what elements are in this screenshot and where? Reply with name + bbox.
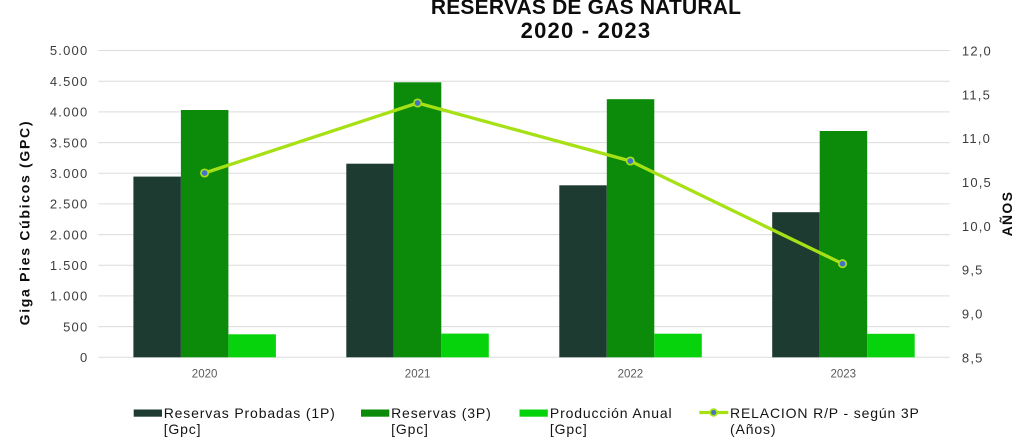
svg-text:10,5: 10,5 (962, 175, 992, 190)
svg-text:0: 0 (80, 350, 88, 365)
svg-text:Reservas Probadas (1P): Reservas Probadas (1P) (164, 405, 336, 421)
svg-text:12,0: 12,0 (962, 44, 992, 59)
svg-text:Giga Pies Cúbicos (GPC): Giga Pies Cúbicos (GPC) (17, 120, 33, 326)
svg-text:Producción Anual: Producción Anual (550, 405, 673, 421)
svg-text:8,5: 8,5 (962, 350, 984, 365)
svg-text:2021: 2021 (405, 369, 431, 381)
svg-text:2020: 2020 (192, 369, 218, 381)
svg-text:11,0: 11,0 (962, 131, 991, 146)
svg-text:1.500: 1.500 (50, 258, 89, 273)
svg-text:[Gpc]: [Gpc] (550, 421, 588, 437)
svg-text:9,0: 9,0 (962, 307, 984, 322)
svg-text:(Años): (Años) (730, 421, 776, 437)
svg-text:3.500: 3.500 (50, 135, 89, 150)
svg-text:5.000: 5.000 (50, 43, 89, 58)
svg-text:3.000: 3.000 (50, 166, 89, 181)
svg-text:[Gpc]: [Gpc] (391, 421, 429, 437)
svg-text:[Gpc]: [Gpc] (164, 421, 202, 437)
svg-text:Reservas (3P): Reservas (3P) (391, 405, 492, 421)
svg-text:2022: 2022 (618, 369, 644, 381)
svg-text:2.000: 2.000 (50, 227, 89, 242)
svg-text:4.500: 4.500 (50, 74, 89, 89)
svg-text:4.000: 4.000 (50, 105, 89, 120)
svg-text:11,5: 11,5 (962, 87, 991, 102)
svg-text:RESERVAS DE GAS NATURAL: RESERVAS DE GAS NATURAL (431, 0, 741, 19)
svg-text:2023: 2023 (831, 369, 857, 381)
svg-text:500: 500 (63, 319, 88, 334)
svg-text:1.000: 1.000 (50, 289, 89, 304)
svg-text:2020 - 2023: 2020 - 2023 (521, 18, 652, 43)
svg-text:10,0: 10,0 (962, 219, 992, 234)
svg-text:AÑOS: AÑOS (998, 191, 1015, 237)
svg-text:9,5: 9,5 (962, 263, 984, 278)
svg-text:RELACION R/P - según 3P: RELACION R/P - según 3P (730, 405, 920, 421)
svg-text:2.500: 2.500 (50, 197, 89, 212)
